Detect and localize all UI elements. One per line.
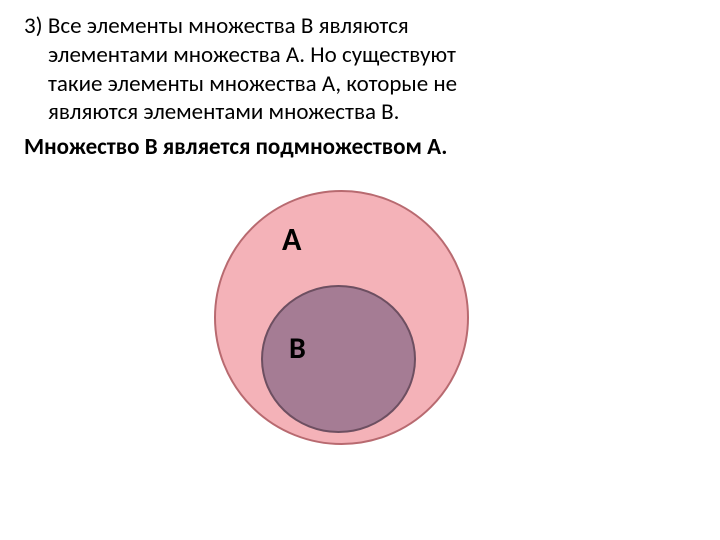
text-line-1: 3) Все элементы множества В являются xyxy=(24,12,696,41)
text-line-4: являются элементами множества В. xyxy=(24,98,696,127)
bold-conclusion: Множество В является подмножеством А. xyxy=(24,133,696,162)
venn-diagram: А В xyxy=(24,180,696,490)
set-b-circle xyxy=(261,285,416,433)
text-line-2: элементами множества А. Но существуют xyxy=(24,41,696,70)
label-b: В xyxy=(289,330,306,367)
paragraph-text: 3) Все элементы множества В являются эле… xyxy=(24,12,696,127)
label-a: А xyxy=(282,220,301,259)
text-line-3: такие элементы множества А, которые не xyxy=(24,70,696,99)
